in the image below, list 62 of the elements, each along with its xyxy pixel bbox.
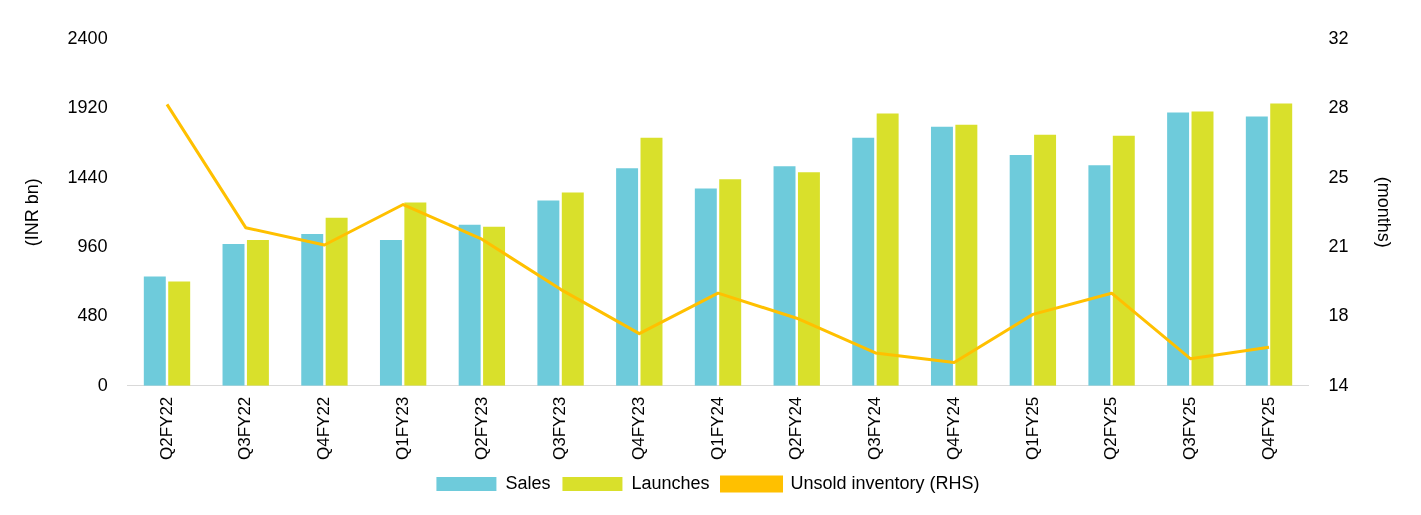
x-tick-label: Q4FY24 <box>943 396 963 460</box>
y2-tick-label: 32 <box>1328 27 1349 48</box>
x-tick-label: Q3FY24 <box>865 396 885 460</box>
bar <box>719 179 742 386</box>
legend-label: Launches <box>631 472 710 493</box>
bar <box>955 124 978 386</box>
x-tick-label: Q3FY23 <box>550 396 570 460</box>
bar <box>404 202 427 386</box>
x-tick-label: Q4FY23 <box>628 396 648 460</box>
y2-tick-label: 28 <box>1328 97 1349 118</box>
bar <box>640 137 663 386</box>
legend-label: Sales <box>505 472 551 493</box>
bar <box>1009 155 1032 386</box>
bar <box>1112 135 1135 386</box>
y-tick-label: 2400 <box>67 27 108 48</box>
bar <box>246 240 269 386</box>
y2-tick-label: 14 <box>1328 374 1349 395</box>
x-tick-label: Q1FY25 <box>1022 396 1042 460</box>
bar <box>930 126 953 386</box>
bar <box>458 224 481 386</box>
bar <box>325 217 348 386</box>
bar <box>222 244 245 386</box>
x-tick-label: Q4FY25 <box>1258 396 1278 460</box>
y2-tick-label: 18 <box>1328 305 1349 326</box>
x-tick-label: Q3FY25 <box>1179 396 1199 460</box>
bar <box>852 137 875 386</box>
x-tick-label: Q2FY25 <box>1101 396 1121 460</box>
legend-label: Unsold inventory (RHS) <box>790 472 980 493</box>
y-tick-label: 0 <box>97 374 108 395</box>
bar <box>797 172 820 386</box>
x-tick-label: Q3FY22 <box>235 396 255 460</box>
bar <box>1270 103 1293 386</box>
bar <box>143 276 166 386</box>
x-tick-label: Q2FY24 <box>786 396 806 460</box>
y2-axis-title: (months) <box>1374 176 1395 248</box>
bar <box>1034 134 1057 386</box>
y-axis-title: (INR bn) <box>21 178 42 247</box>
bar <box>694 188 717 386</box>
bar <box>616 168 639 386</box>
y2-tick-label: 21 <box>1328 235 1349 256</box>
bar <box>1088 165 1111 386</box>
y-tick-label: 480 <box>77 305 108 326</box>
x-tick-label: Q2FY22 <box>156 396 176 460</box>
bar <box>561 192 584 386</box>
y2-tick-label: 25 <box>1328 166 1349 187</box>
bar <box>876 113 899 386</box>
bar <box>483 226 506 386</box>
bar <box>537 200 560 386</box>
bar <box>1191 111 1214 386</box>
x-tick-label: Q1FY24 <box>707 396 727 460</box>
y-tick-label: 1440 <box>67 166 108 187</box>
bar <box>1167 112 1190 386</box>
bar <box>301 233 324 386</box>
x-tick-label: Q2FY23 <box>471 396 491 460</box>
x-tick-label: Q1FY23 <box>392 396 412 460</box>
x-tick-label: Q4FY22 <box>314 396 334 460</box>
bar <box>168 281 191 386</box>
bar <box>773 166 796 386</box>
y-tick-label: 1920 <box>67 97 108 118</box>
y-tick-label: 960 <box>77 235 108 256</box>
bar <box>1245 116 1268 386</box>
bar <box>379 240 402 386</box>
